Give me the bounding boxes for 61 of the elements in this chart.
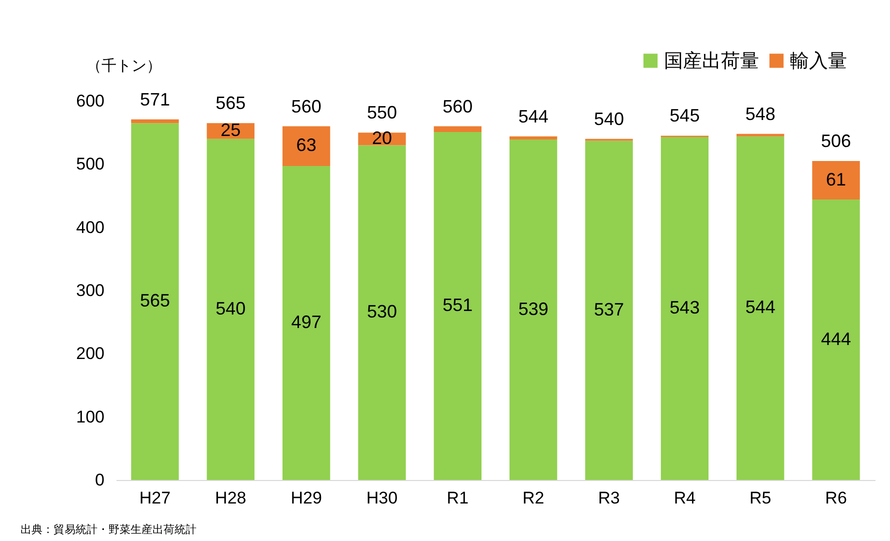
- data-label: 61: [826, 169, 846, 190]
- y-tick-label: 400: [76, 218, 104, 237]
- total-label: 506: [821, 131, 852, 152]
- bar: [736, 134, 784, 136]
- total-label: 545: [670, 106, 700, 126]
- bar: [131, 119, 179, 124]
- data-label: 543: [670, 298, 700, 318]
- x-tick-label: H30: [366, 488, 398, 508]
- total-label: 560: [291, 96, 322, 116]
- total-label: 565: [216, 93, 246, 114]
- bar: [812, 200, 860, 480]
- x-tick-label: H27: [139, 488, 171, 508]
- data-label: 539: [518, 298, 548, 319]
- source-note: 出典：貿易統計・野菜生産出荷統計: [20, 523, 197, 536]
- x-tick-label: R3: [598, 488, 620, 508]
- bar: [510, 136, 558, 140]
- legend-label: 輸入量: [790, 50, 847, 72]
- bar: [131, 123, 179, 480]
- data-label: 25: [220, 120, 241, 140]
- x-tick-label: R2: [522, 488, 544, 508]
- data-label: 540: [216, 298, 246, 318]
- total-label: 560: [442, 96, 473, 116]
- data-label: 444: [821, 328, 852, 349]
- total-label: 550: [366, 102, 398, 123]
- y-axis-title: （千トン）: [86, 58, 162, 74]
- data-label: 497: [291, 312, 322, 332]
- x-tick-label: R6: [825, 488, 847, 508]
- bar: [585, 140, 633, 480]
- data-label: 544: [745, 297, 776, 318]
- x-tick-label: R4: [674, 488, 696, 508]
- x-tick-label: H28: [215, 488, 246, 508]
- y-tick-label: 300: [76, 281, 104, 300]
- total-label: 540: [594, 108, 624, 129]
- total-label: 548: [745, 104, 776, 124]
- total-label: 544: [518, 106, 548, 126]
- data-label: 537: [594, 299, 624, 320]
- y-tick-label: 200: [76, 344, 104, 364]
- y-tick-label: 500: [76, 154, 104, 174]
- bar: [434, 132, 482, 480]
- bar: [736, 136, 784, 480]
- data-label: 530: [366, 302, 398, 322]
- y-tick-label: 100: [76, 407, 104, 426]
- bar: [660, 137, 709, 480]
- y-tick-label: 600: [76, 92, 104, 110]
- bar: [282, 166, 330, 480]
- bar: [812, 161, 860, 200]
- data-label: 63: [296, 135, 316, 156]
- data-label: 565: [140, 290, 170, 311]
- bar: [206, 138, 254, 480]
- x-tick-label: H29: [290, 488, 322, 508]
- y-tick-label: 0: [95, 470, 104, 490]
- data-label: 20: [372, 128, 392, 148]
- x-tick-label: R5: [749, 488, 772, 508]
- bar: [510, 140, 558, 480]
- bar: [434, 126, 482, 132]
- data-label: 551: [442, 294, 473, 315]
- x-tick-label: R1: [446, 488, 469, 508]
- legend-label: 国産出荷量: [664, 50, 759, 72]
- total-label: 571: [140, 89, 170, 110]
- bar: [282, 126, 330, 166]
- bar: [358, 145, 406, 480]
